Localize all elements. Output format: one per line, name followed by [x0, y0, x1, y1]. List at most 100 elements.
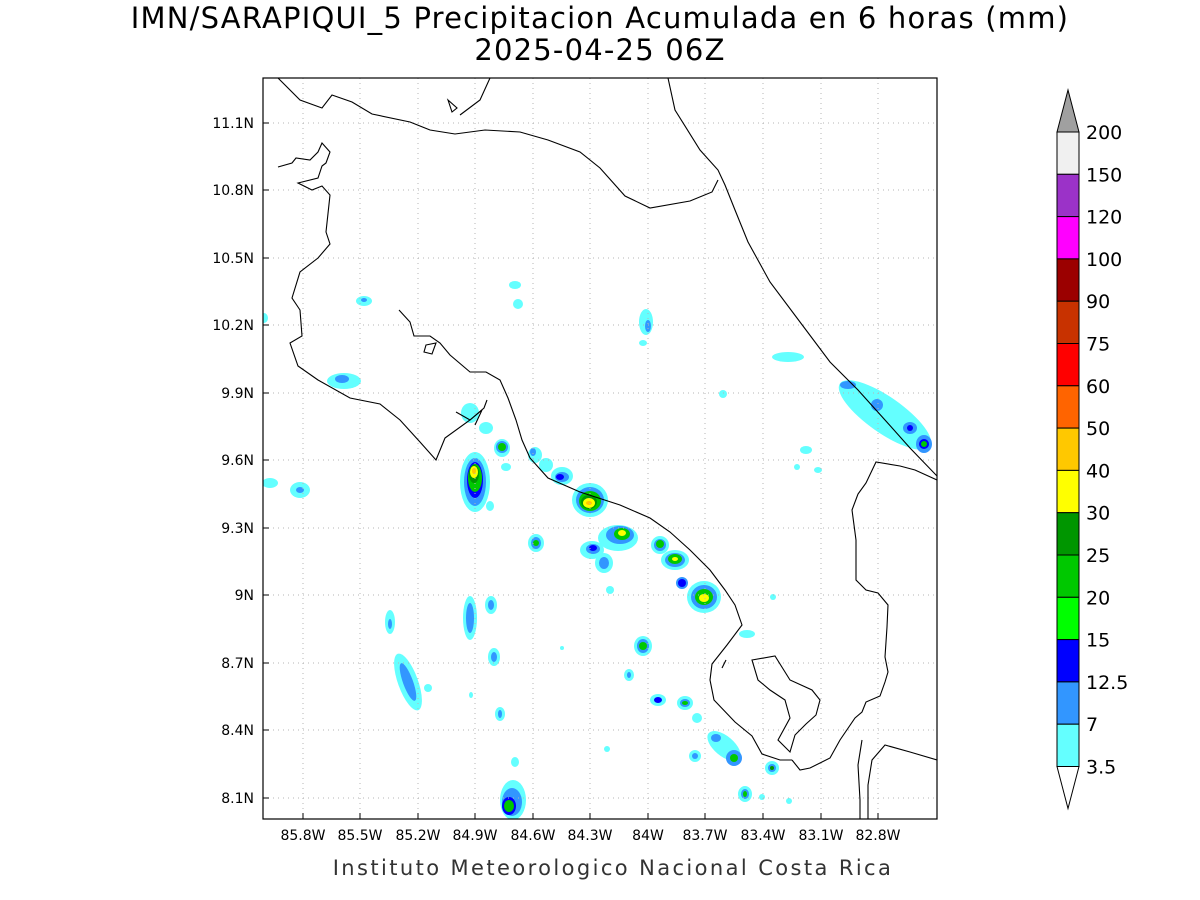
- rain-cell: [692, 753, 698, 759]
- colorbar-swatch: [1056, 343, 1080, 387]
- lat-label: 9.3N: [221, 521, 254, 537]
- rain-cell: [639, 340, 647, 346]
- lon-label: 84.9W: [452, 828, 497, 844]
- rain-cell: [871, 399, 883, 411]
- rain-cell: [692, 713, 702, 723]
- lon-label: 84.3W: [567, 828, 612, 844]
- rain-cell: [263, 478, 278, 488]
- rain-cell: [488, 600, 494, 610]
- rain-cell: [399, 663, 417, 701]
- rain-cell: [530, 448, 536, 456]
- colorbar: 200 150 120 100 90 75 60 50 40 30 25 20 15 12.5 7 3.5: [1056, 88, 1128, 811]
- rain-cell: [296, 487, 304, 493]
- colorbar-label: 50: [1086, 418, 1110, 440]
- colorbar-label: 60: [1086, 376, 1110, 398]
- rain-cell: [509, 281, 521, 289]
- lat-label: 8.7N: [221, 656, 254, 672]
- rain-cell: [770, 766, 774, 770]
- rain-cell: [504, 800, 514, 812]
- rain-cell: [770, 594, 776, 600]
- rain-cell: [639, 642, 647, 650]
- map-title: IMN/SARAPIQUI_5 Precipitacion Acumulada …: [130, 1, 1070, 35]
- lat-label: 8.4N: [221, 723, 254, 739]
- rain-cell: [656, 540, 664, 548]
- rain-cell: [513, 299, 523, 309]
- lat-label: 9N: [235, 588, 254, 604]
- colorbar-swatch: [1056, 216, 1080, 260]
- colorbar-swatch: [1056, 427, 1080, 471]
- colorbar-swatch: [1056, 300, 1080, 345]
- rain-cell: [479, 422, 493, 434]
- colorbar-label: 150: [1086, 164, 1122, 186]
- rain-cell: [486, 501, 494, 511]
- colorbar-swatch: [1056, 469, 1080, 514]
- rain-cell: [606, 586, 614, 594]
- lon-label: 84W: [632, 828, 664, 844]
- rain-cell: [466, 603, 474, 633]
- colorbar-swatch: [1056, 681, 1080, 725]
- rain-cell: [560, 646, 564, 650]
- rain-cell: [800, 446, 812, 454]
- colorbar-label: 200: [1086, 122, 1122, 144]
- colorbar-swatch: [1056, 596, 1080, 641]
- rain-cell: [501, 463, 511, 471]
- rain-cell: [539, 458, 553, 472]
- colorbar-swatch: [1056, 385, 1080, 429]
- rain-cell: [335, 375, 349, 383]
- map-frame: [262, 77, 938, 820]
- rain-cell: [586, 501, 592, 505]
- colorbar-label: 30: [1086, 503, 1110, 525]
- rain-cell: [388, 619, 392, 629]
- map-subtitle: 2025-04-25 06Z: [474, 33, 726, 67]
- colorbar-swatch: [1056, 258, 1080, 302]
- rain-cell: [672, 557, 678, 561]
- lat-label: 10.8N: [212, 183, 254, 199]
- rain-cell: [618, 530, 626, 536]
- precipitation-field: [263, 281, 932, 819]
- rain-cell: [719, 390, 727, 398]
- rain-cell: [739, 630, 755, 638]
- colorbar-label: 3.5: [1086, 757, 1116, 779]
- lat-label: 10.2N: [212, 318, 254, 334]
- rain-cell: [678, 579, 686, 587]
- lon-label: 83.4W: [740, 828, 785, 844]
- rain-cell: [682, 701, 688, 705]
- rain-cell: [472, 468, 476, 474]
- rain-cell: [498, 443, 506, 451]
- colorbar-label: 15: [1086, 630, 1110, 652]
- lat-label: 8.1N: [221, 791, 254, 807]
- rain-cell: [645, 320, 651, 332]
- rain-cell: [604, 746, 610, 752]
- rain-cell: [730, 754, 738, 762]
- lat-label: 9.6N: [221, 453, 254, 469]
- rain-cell: [498, 710, 502, 718]
- colorbar-swatch: [1056, 554, 1080, 598]
- colorbar-label: 90: [1086, 291, 1110, 313]
- rain-cell: [627, 672, 631, 678]
- rain-cell: [786, 798, 792, 804]
- rain-cell: [589, 545, 597, 551]
- lon-label: 83.7W: [682, 828, 727, 844]
- rain-cell: [794, 464, 800, 470]
- lon-label: 84.6W: [510, 828, 555, 844]
- rain-cell: [699, 594, 709, 602]
- rain-cell: [491, 652, 497, 662]
- rain-cell: [840, 381, 856, 389]
- lon-label: 85.8W: [280, 828, 325, 844]
- colorbar-label: 75: [1086, 334, 1110, 356]
- lon-label: 85.5W: [337, 828, 382, 844]
- rain-cell: [743, 791, 747, 797]
- colorbar-swatch: [1056, 639, 1080, 683]
- rain-cell: [361, 298, 367, 302]
- rain-cell: [599, 557, 609, 569]
- colorbar-label: 7: [1086, 714, 1098, 736]
- rain-cell: [759, 794, 765, 800]
- lon-label: 85.2W: [395, 828, 440, 844]
- rain-cell: [711, 734, 721, 742]
- rain-cell: [921, 441, 927, 447]
- colorbar-label: 100: [1086, 249, 1122, 271]
- colorbar-label: 40: [1086, 460, 1110, 482]
- rain-cell: [814, 467, 822, 473]
- lat-label: 10.5N: [212, 251, 254, 267]
